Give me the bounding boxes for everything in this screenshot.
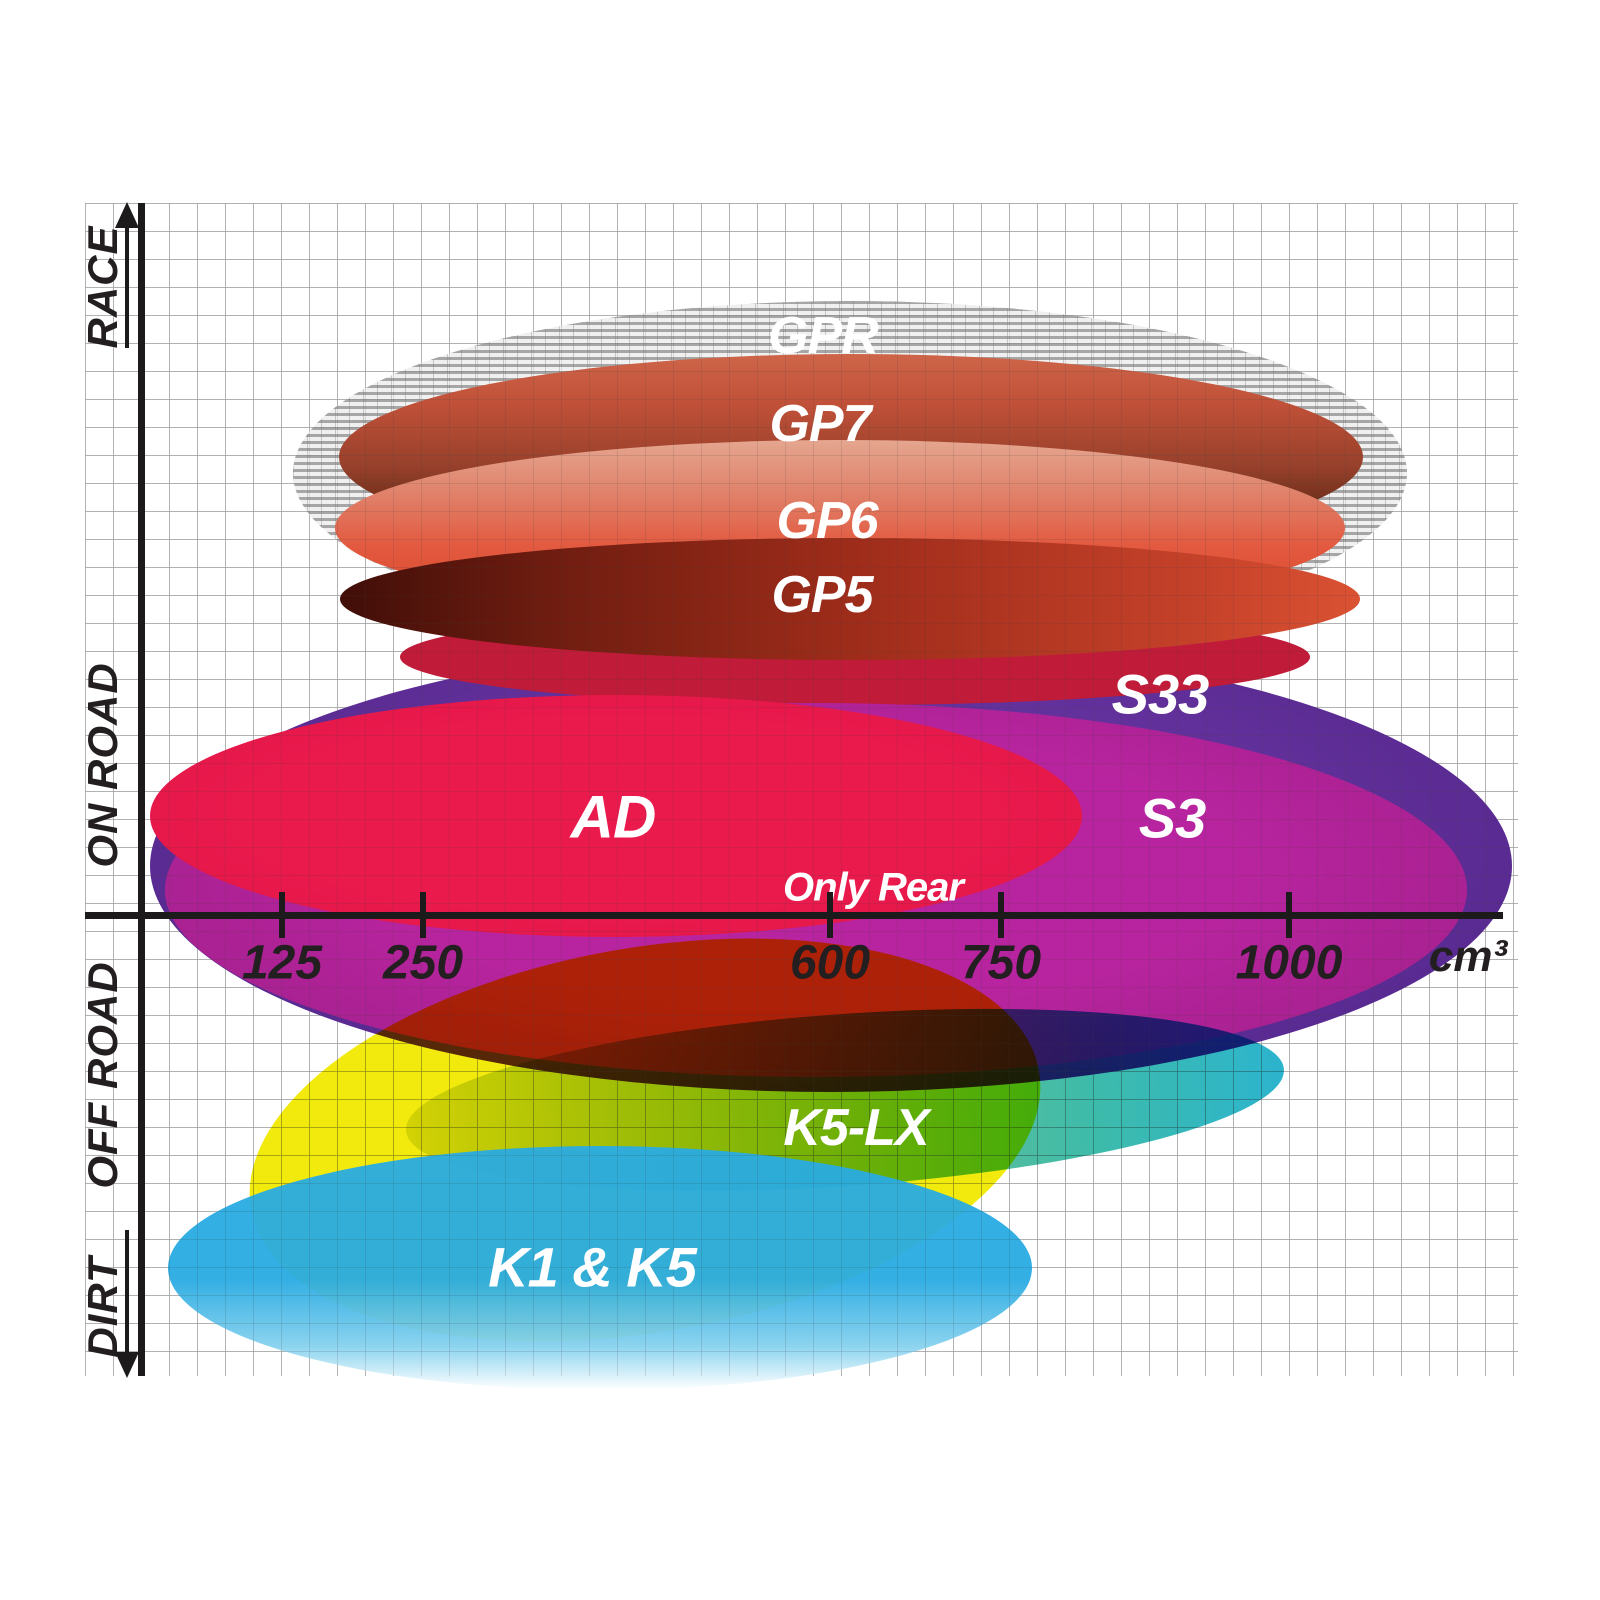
- x-axis-line: [85, 912, 1503, 919]
- gp5-ellipse: [340, 538, 1360, 660]
- k1k5-ellipse: [168, 1146, 1032, 1390]
- ad-ellipse: [150, 695, 1082, 937]
- x-axis-unit-label: cm³: [1428, 932, 1508, 981]
- y-axis-line: [138, 203, 145, 1376]
